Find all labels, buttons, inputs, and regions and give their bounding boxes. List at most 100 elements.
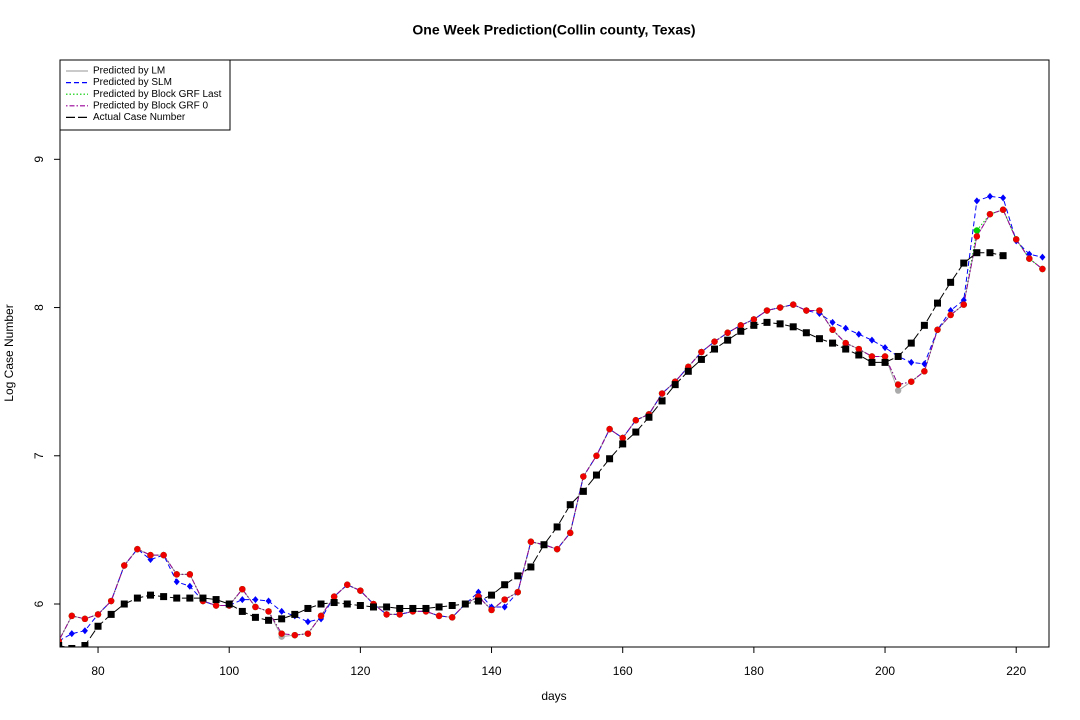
point <box>68 630 75 638</box>
point <box>776 304 784 311</box>
point <box>343 600 351 608</box>
point <box>619 440 627 448</box>
point <box>934 326 941 333</box>
point <box>107 597 115 605</box>
point <box>527 538 535 545</box>
point <box>81 642 89 647</box>
point <box>829 326 836 333</box>
y-tick-label: 9 <box>32 156 46 163</box>
point <box>147 551 154 559</box>
point <box>658 397 666 405</box>
y-axis-label: Log Case Number <box>2 304 16 401</box>
point <box>553 523 561 531</box>
series-line <box>60 209 1043 640</box>
point <box>81 615 89 623</box>
x-axis-label: days <box>541 689 566 703</box>
point <box>881 358 889 366</box>
x-tick-label: 100 <box>219 664 239 678</box>
point <box>278 615 286 623</box>
point <box>501 603 508 611</box>
point <box>606 425 613 433</box>
point <box>173 594 181 602</box>
point <box>855 345 863 353</box>
point <box>921 360 928 368</box>
point <box>252 603 259 611</box>
point <box>882 344 889 352</box>
legend-label: Predicted by Block GRF Last <box>93 89 222 100</box>
point <box>737 322 744 329</box>
point <box>383 611 390 618</box>
point <box>986 249 994 257</box>
point <box>238 607 246 615</box>
point <box>304 604 312 612</box>
point <box>514 572 522 580</box>
point <box>894 381 902 388</box>
point <box>645 413 653 421</box>
x-tick-label: 160 <box>613 664 633 678</box>
point <box>671 381 679 389</box>
series-line <box>60 209 1043 640</box>
point <box>697 355 705 363</box>
legend-label: Predicted by LM <box>93 66 165 77</box>
point <box>973 249 981 257</box>
point <box>842 339 849 347</box>
point <box>776 320 784 328</box>
point <box>435 612 443 620</box>
point <box>173 578 180 586</box>
point <box>737 327 745 335</box>
point <box>790 301 797 308</box>
point <box>94 622 102 630</box>
point <box>173 571 180 578</box>
point <box>842 345 850 353</box>
plot-frame <box>59 59 1050 648</box>
x-tick-label: 120 <box>350 664 370 678</box>
point <box>160 593 168 601</box>
point <box>81 627 88 635</box>
point <box>461 600 469 608</box>
series-line <box>60 209 1043 640</box>
point <box>855 351 863 359</box>
x-tick-label: 180 <box>744 664 764 678</box>
point <box>553 545 561 553</box>
point <box>842 324 849 332</box>
point <box>658 390 666 397</box>
point <box>920 321 928 329</box>
y-tick-label: 6 <box>32 600 46 607</box>
point <box>239 585 246 593</box>
point <box>711 345 719 353</box>
point <box>160 551 167 559</box>
point <box>265 597 272 605</box>
y-tick-label: 7 <box>32 452 46 459</box>
point <box>317 600 325 608</box>
point <box>239 596 246 604</box>
point <box>579 487 587 495</box>
point <box>580 473 587 480</box>
point <box>960 301 967 308</box>
point <box>147 591 155 599</box>
point <box>422 604 430 612</box>
point <box>802 329 810 337</box>
point <box>448 601 456 609</box>
point <box>1000 194 1007 202</box>
point <box>252 596 259 604</box>
point <box>947 311 954 319</box>
point <box>567 529 574 537</box>
point <box>68 612 76 620</box>
point <box>369 603 377 611</box>
point <box>291 610 299 618</box>
point <box>803 307 810 314</box>
point <box>789 323 797 331</box>
point <box>593 452 600 459</box>
point <box>501 581 509 589</box>
point <box>894 352 902 360</box>
point <box>698 348 705 356</box>
point <box>829 318 836 326</box>
point <box>973 227 981 234</box>
point <box>435 603 443 611</box>
point <box>134 545 141 553</box>
point <box>1013 236 1020 243</box>
point <box>356 601 364 609</box>
point <box>750 316 758 323</box>
